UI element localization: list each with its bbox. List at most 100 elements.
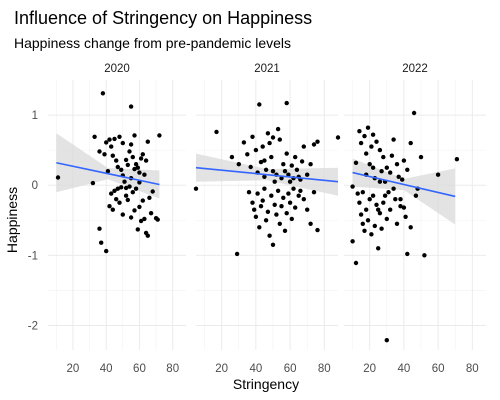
data-point [277,221,282,226]
chart-title: Influence of Stringency on Happiness [14,8,312,28]
data-point [128,142,134,147]
data-point [294,167,300,172]
data-point [376,246,381,251]
data-point [370,193,376,198]
data-point [275,126,281,132]
data-point [270,169,276,174]
data-point [289,216,294,222]
data-point [360,190,365,195]
data-point [379,169,384,174]
data-point [272,179,277,184]
data-point [355,191,360,196]
data-point [135,165,140,170]
data-point [377,147,383,153]
y-tick-label: -1 [28,250,38,262]
data-point [246,190,252,195]
data-point [99,240,104,245]
data-point [357,129,362,134]
data-point [255,191,260,196]
data-point [155,217,160,222]
data-point [145,233,150,238]
data-point [236,162,241,167]
data-point [384,216,389,222]
data-point [398,197,403,202]
data-point [374,139,379,144]
data-point [229,154,235,160]
data-point [250,134,255,139]
data-point [308,162,313,167]
data-point [117,200,122,205]
data-point [263,218,269,223]
data-point [401,205,407,210]
data-point [109,144,114,149]
data-point [350,239,355,244]
data-point [97,226,102,231]
data-point [114,158,119,163]
data-point [104,140,109,145]
data-point [107,204,112,209]
data-point [367,197,372,202]
data-point [130,190,135,195]
data-point [279,176,284,181]
data-point [405,251,410,257]
x-tick-label: 80 [466,363,479,375]
data-point [274,212,279,217]
data-point [287,200,293,205]
data-point [109,191,114,196]
facet-strip-label: 2020 [104,63,130,75]
data-point [358,140,364,146]
data-point [413,193,419,198]
data-point [284,211,289,216]
data-point [260,144,265,149]
data-point [137,170,142,175]
data-point [305,207,310,212]
data-point [270,242,276,247]
x-tick-label: 20 [215,363,228,375]
data-point [381,200,386,205]
data-point [127,184,132,189]
data-point [282,228,288,233]
data-point [265,209,271,214]
x-tick-label: 80 [318,363,331,375]
data-point [55,175,61,180]
data-point [138,218,144,224]
data-point [117,134,122,139]
data-point [284,151,289,156]
data-point [382,193,388,198]
data-point [123,193,129,198]
data-point [142,216,147,222]
data-point [115,164,121,170]
data-point [384,165,389,170]
data-point [143,158,149,163]
data-point [193,186,199,191]
data-point [132,208,137,213]
data-point [279,204,284,209]
data-point [369,232,374,237]
data-point [138,156,144,161]
data-point [284,100,289,106]
data-point [411,110,417,116]
data-point [241,140,247,145]
data-point [298,188,303,193]
data-point [350,184,355,189]
data-point [127,149,132,154]
data-point [389,153,395,158]
x-tick-label: 60 [284,363,297,375]
data-point [293,154,298,160]
data-point [391,137,396,142]
data-point [269,154,274,160]
data-point [145,139,150,144]
x-axis-label: Stringency [233,376,299,392]
data-point [384,338,389,343]
data-point [132,133,137,138]
confidence-band [352,158,456,225]
data-point [234,251,240,257]
facet-strip-label: 2022 [402,63,428,75]
data-point [377,211,383,216]
data-point [110,207,116,212]
data-point [253,147,259,153]
x-tick-label: 60 [133,363,146,375]
y-axis-ticks: -2 -1 0 1 [28,110,38,332]
